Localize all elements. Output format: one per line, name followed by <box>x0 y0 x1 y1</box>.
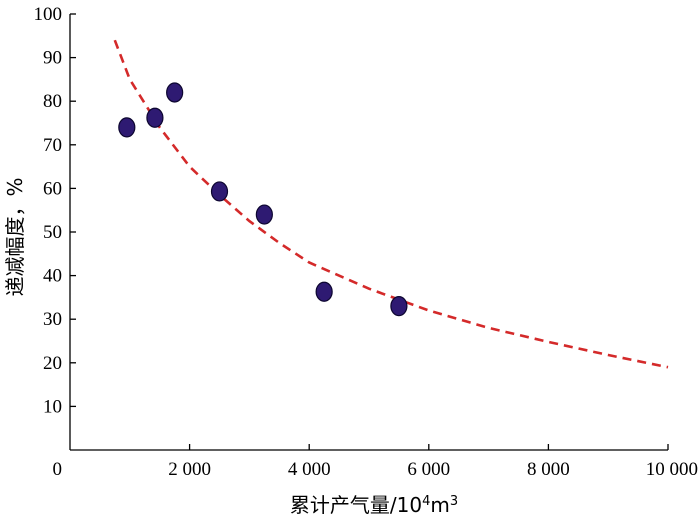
y-ticks: 10 20 30 40 50 60 70 80 90 100 <box>34 4 76 417</box>
data-point <box>315 281 333 302</box>
x-tick-label: 4 000 <box>288 459 331 480</box>
x-axis-title-unit: m <box>430 493 449 517</box>
x-tick-label: 0 <box>53 459 63 480</box>
data-point <box>210 181 229 202</box>
y-tick-label: 60 <box>43 178 62 199</box>
trend-line <box>113 39 669 369</box>
x-tick-label: 10 000 <box>646 459 698 480</box>
x-axis-title-sup2: 3 <box>450 494 458 509</box>
x-tick-label: 8 000 <box>527 459 570 480</box>
data-point <box>390 296 408 317</box>
plot-area <box>113 39 669 369</box>
y-tick-label: 80 <box>43 91 62 112</box>
y-tick-label: 70 <box>43 135 62 156</box>
data-point <box>166 82 184 103</box>
y-tick-label: 40 <box>43 266 62 287</box>
x-tick-label: 2 000 <box>168 459 211 480</box>
y-tick-label: 10 <box>43 396 62 417</box>
data-point <box>146 107 164 128</box>
y-tick-label: 90 <box>43 48 62 69</box>
x-tick-label: 6 000 <box>407 459 450 480</box>
y-tick-label: 100 <box>34 4 63 25</box>
data-point <box>118 117 136 138</box>
y-axis-title: 递减幅度，% <box>3 177 27 296</box>
x-axis-title: 累计产气量/104m3 <box>290 493 458 517</box>
x-ticks: 0 2 000 4 000 6 000 8 000 10 000 <box>53 444 698 480</box>
axes <box>69 14 668 451</box>
x-axis-title-sup: 4 <box>422 494 430 509</box>
x-axis-title-main: 累计产气量/10 <box>290 493 422 517</box>
y-tick-label: 20 <box>43 353 62 374</box>
y-tick-label: 50 <box>43 222 62 243</box>
data-point <box>255 204 273 225</box>
y-tick-label: 30 <box>43 309 62 330</box>
